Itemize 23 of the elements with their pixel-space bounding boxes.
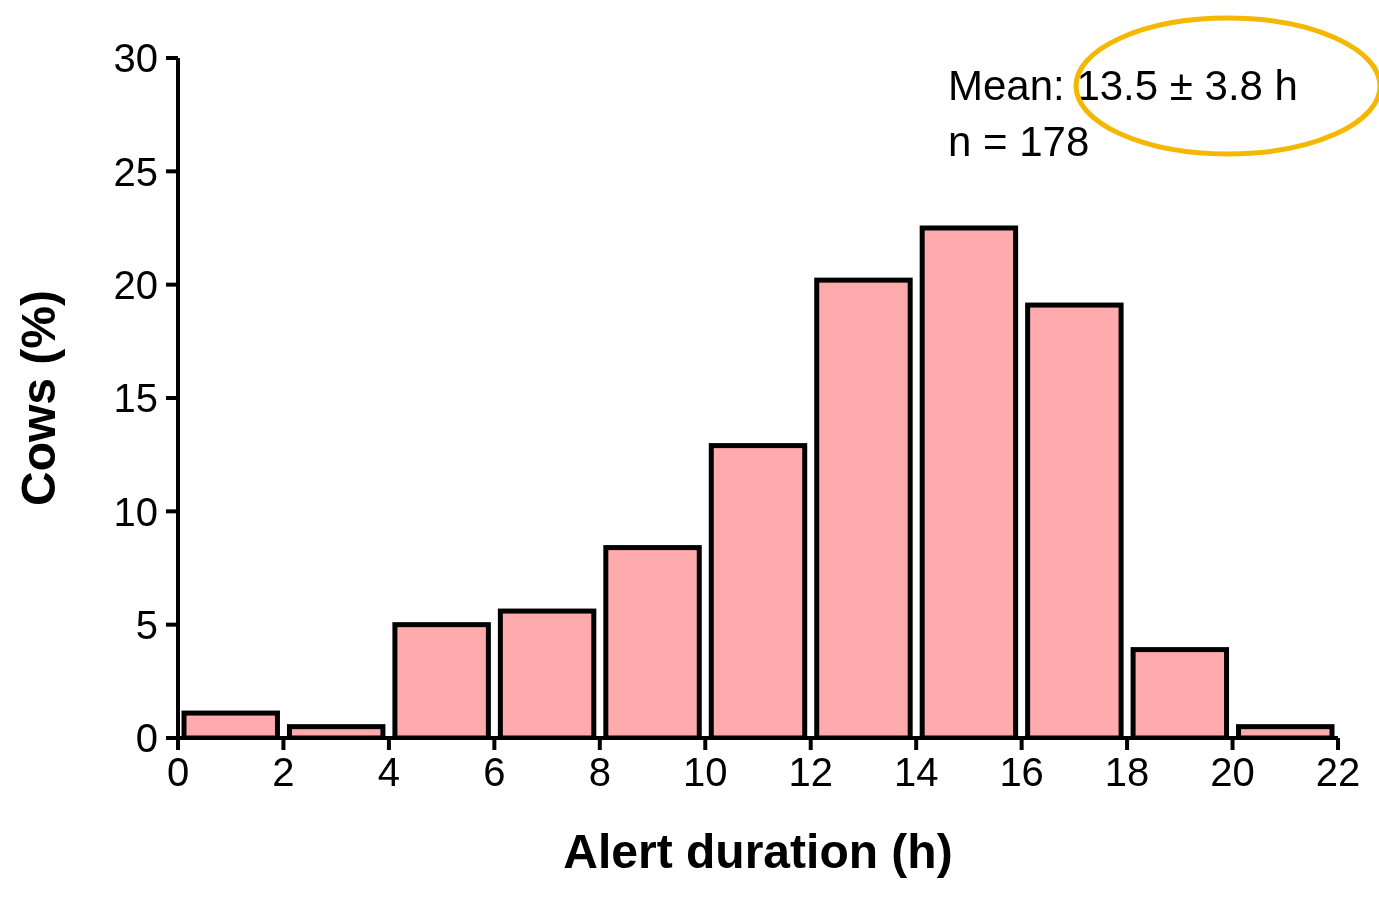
y-tick-label: 5 [135,602,158,647]
x-tick-label: 12 [788,750,833,795]
x-tick-label: 10 [683,750,728,795]
x-tick-label: 6 [483,750,506,795]
x-tick-label: 20 [1210,750,1255,795]
y-tick-label: 15 [113,376,158,421]
x-tick-label: 2 [272,750,295,795]
annotation: n = 178 [948,117,1091,167]
y-tick-label: 20 [113,262,158,307]
x-tick-label: 8 [588,750,611,795]
x-tick-label: 0 [166,750,190,795]
x-tick-label: 18 [1104,750,1150,795]
y-tick-label: 10 [113,489,158,534]
x-tick-label: 22 [1315,750,1361,795]
y-tick-label: 30 [113,36,158,81]
y-tick-label: 0 [135,716,158,761]
x-axis-title: Alert duration (h) [563,825,953,878]
y-axis-title: Cows (%) [12,290,66,506]
annotation: Mean: 13.5 ± 3.8 h [948,61,1298,111]
x-tick-label: 16 [999,750,1044,795]
x-tick-label: 4 [377,750,401,795]
y-tick-label: 25 [113,149,158,194]
x-tick-label: 14 [893,750,939,795]
